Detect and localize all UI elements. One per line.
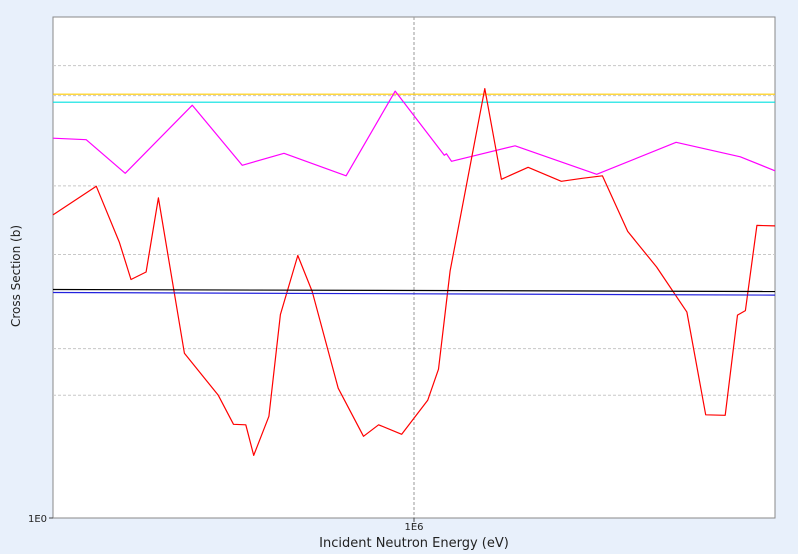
- series-line-5: [52, 291, 776, 296]
- y-tick-label-0: 1E0: [28, 514, 47, 525]
- series-line-4: [52, 288, 776, 293]
- grid-layer: [53, 17, 775, 518]
- x-tick-label-0: 1E6: [404, 522, 423, 533]
- tick-layer: 1E6 1E0: [28, 514, 424, 533]
- series-line-2: [52, 90, 776, 177]
- x-axis-label: Incident Neutron Energy (eV): [319, 536, 509, 550]
- y-axis-label: Cross Section (b): [9, 225, 23, 327]
- series-line-3: [52, 87, 776, 456]
- series-layer: [52, 87, 776, 456]
